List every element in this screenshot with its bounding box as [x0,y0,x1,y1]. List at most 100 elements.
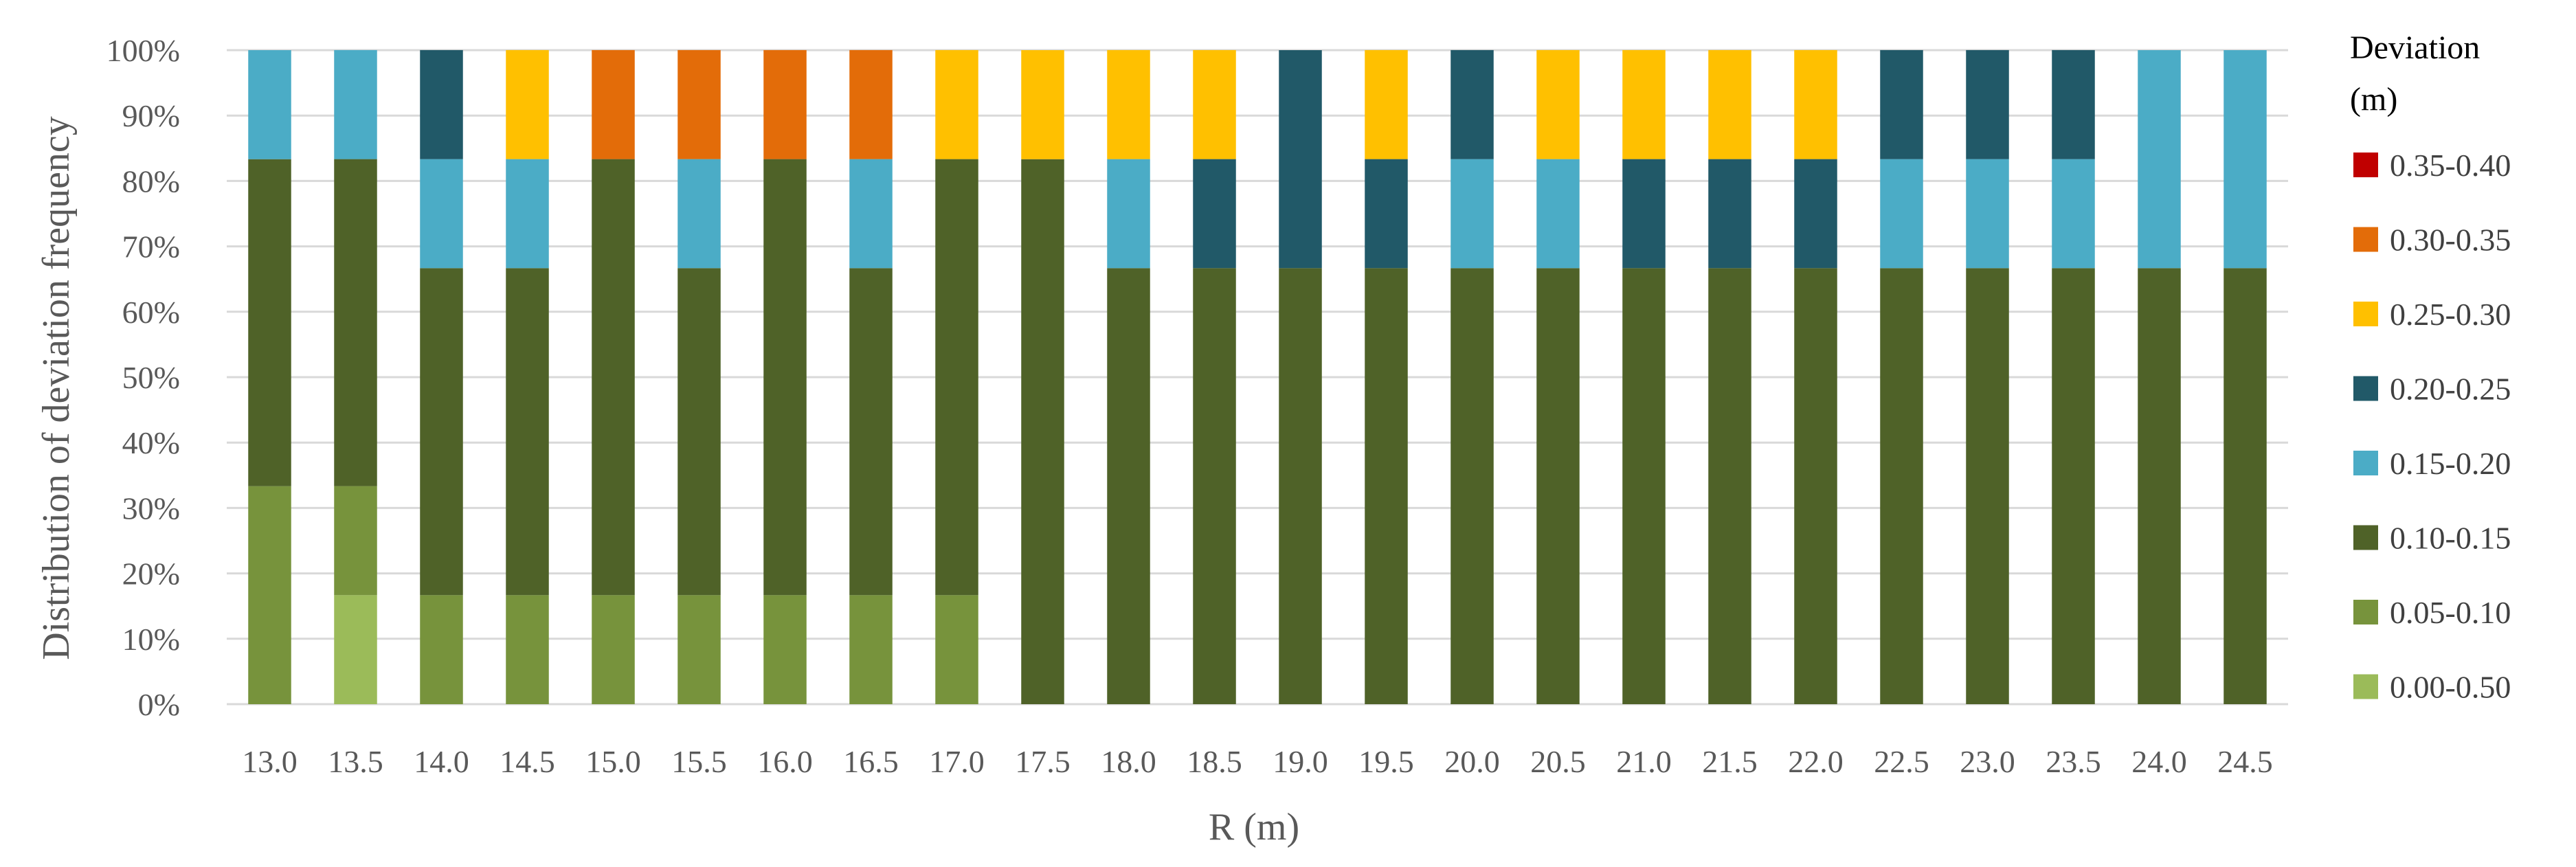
bar-segment [592,159,635,596]
x-tick-label: 22.0 [1788,744,1844,779]
y-tick-label: 100% [107,33,180,68]
legend-swatch [2353,302,2378,326]
legend-label: 0.30-0.35 [2390,223,2511,258]
legend-swatch [2353,674,2378,699]
legend-label: 0.05-0.10 [2390,595,2511,630]
bar-segment [1021,159,1064,705]
y-tick-label: 80% [122,164,180,199]
bar-segment [1880,49,1923,159]
x-tick-label: 20.0 [1444,744,1500,779]
y-axis-title: Distribution of deviation frequency [35,116,78,660]
legend-title-line-2: (m) [2350,81,2397,117]
x-tick-label: 18.5 [1187,744,1242,779]
legend-label: 0.10-0.15 [2390,521,2511,556]
bar-segment [1794,49,1837,159]
bar-segment [2052,159,2095,269]
bar-segment [506,268,549,596]
y-tick-label: 90% [122,98,180,133]
bar-segment [1536,159,1580,269]
bar-segment [420,268,463,596]
legend-label: 0.00-0.50 [2390,670,2511,705]
bar-segment [1622,49,1666,159]
legend-label: 0.15-0.20 [2390,446,2511,481]
legend-swatch [2353,227,2378,252]
legend-swatch [2353,525,2378,550]
bar-segment [935,159,978,596]
x-tick-label: 13.5 [328,744,383,779]
x-tick-label: 23.5 [2046,744,2101,779]
bar-segment [420,49,463,159]
x-tick-label: 19.5 [1358,744,1414,779]
bar-segment [1622,159,1666,269]
bar-segment [1880,159,1923,269]
bar-segment [2052,49,2095,159]
bar-segment [1794,268,1837,704]
bar-segment [248,159,291,486]
bar-segment [1107,159,1150,269]
y-tick-label: 10% [122,622,180,657]
bar-segment [849,49,893,159]
bar-segment [2224,50,2267,269]
bar-segment [592,49,635,159]
bar-segment [1536,268,1580,704]
legend: Deviation (m) 0.35-0.40 0.30-0.35 0.25-0.3… [2350,30,2511,705]
legend-label: 0.20-0.25 [2390,372,2511,407]
x-tick-label: 20.5 [1530,744,1586,779]
bar-segment [849,595,893,704]
bar-segment [1966,268,2009,704]
y-tick-label: 70% [122,229,180,264]
bar-segment [1365,268,1408,704]
x-tick-labels: 13.0 13.5 14.0 14.5 15.0 15.5 16.0 16.5 17.0 17.5… [242,744,2273,779]
y-tick-label: 0% [138,687,180,722]
x-tick-label: 16.0 [757,744,813,779]
bar-segment [506,159,549,269]
bar-segment [506,595,549,704]
bar-segment [849,268,893,596]
bar-segment [763,49,807,159]
x-tick-label: 16.5 [843,744,899,779]
bar-segment [763,159,807,596]
bar-segment [1279,268,1322,704]
bar-segment [677,159,721,269]
bar-segment [592,595,635,704]
bar-segment [1708,159,1751,269]
bar-segment [248,50,291,159]
bar-segment [334,486,377,596]
bar-segment [763,595,807,704]
x-tick-label: 24.5 [2217,744,2273,779]
bar-segment [248,486,291,704]
bar-segment [1193,49,1236,159]
bar-segment [1365,159,1408,269]
bar-segment [334,595,377,704]
bar-segment [420,595,463,704]
bar-segment [1966,159,2009,269]
legend-swatch [2353,376,2378,401]
bar-segment [677,49,721,159]
bar-segment [849,159,893,269]
x-tick-label: 13.0 [242,744,298,779]
bar-segment [2138,268,2181,704]
bar-segment [1365,49,1408,159]
bar-segment [677,595,721,704]
legend-swatch [2353,600,2378,624]
legend-items: 0.35-0.40 0.30-0.35 0.25-0.30 0.20-0.25 0.15… [2353,148,2511,705]
legend-label: 0.35-0.40 [2390,148,2511,183]
bar-segment [935,49,978,159]
x-tick-label: 21.0 [1616,744,1672,779]
x-tick-label: 18.0 [1101,744,1156,779]
bar-segment [1451,49,1494,159]
bar-segment [2224,268,2267,704]
bar-segment [1193,268,1236,704]
bar-segment [2138,50,2181,269]
bar-segment [1451,268,1494,704]
bar-segment [1021,50,1064,159]
y-tick-label: 20% [122,556,180,592]
x-tick-label: 23.0 [1960,744,2015,779]
x-tick-label: 24.0 [2131,744,2187,779]
x-tick-label: 22.5 [1874,744,1929,779]
x-tick-label: 17.0 [929,744,985,779]
gridlines [227,49,2288,706]
bar-segment [677,268,721,596]
bar-segment [506,49,549,159]
